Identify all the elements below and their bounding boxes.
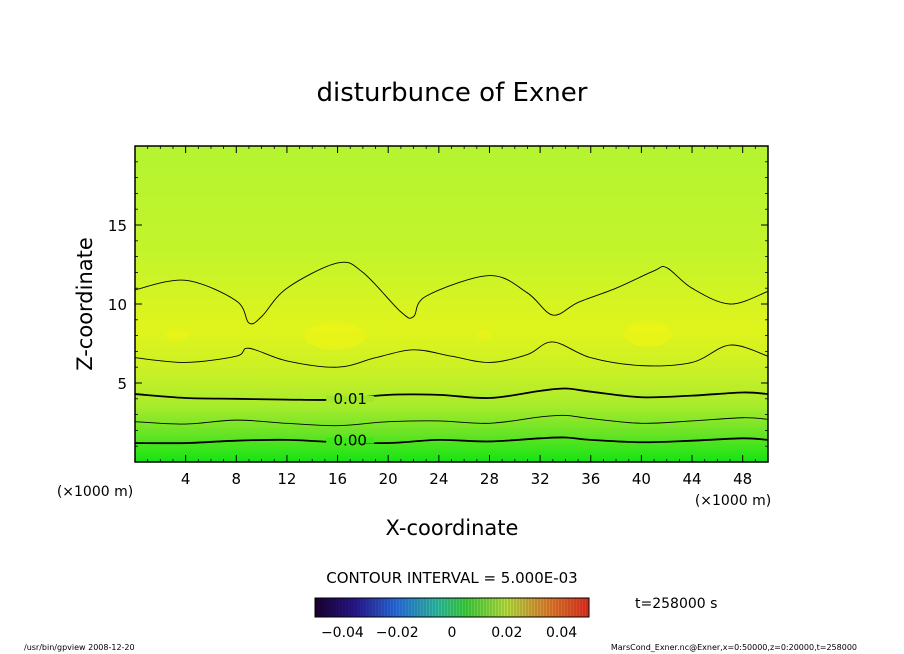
- colorbar-tick-label-3: 0: [448, 625, 457, 641]
- x-tick-label-12: 12: [277, 470, 296, 488]
- chart-title: disturbunce of Exner: [317, 78, 588, 108]
- contour-line-1: [135, 261, 768, 325]
- contour-labels: 0.01 0.00: [334, 390, 367, 450]
- colorbar-tick-label-1: −0.04: [321, 625, 364, 641]
- plot-area: 0.01 0.00: [134, 145, 769, 463]
- x-tick-label-40: 40: [632, 470, 651, 488]
- y-tick-label-10: 10: [108, 296, 127, 314]
- contour-label-1: 0.01: [334, 390, 367, 408]
- contour-interval-text: CONTOUR INTERVAL = 5.000E-03: [326, 569, 577, 587]
- x-tick-label-48: 48: [733, 470, 752, 488]
- colorbar-tick-labels: −0.04 −0.02 0 0.02 0.04: [321, 625, 577, 641]
- contour-line-5: [135, 436, 768, 445]
- x-tick-label-4: 4: [181, 470, 191, 488]
- x-axis-label: X-coordinate: [386, 516, 519, 540]
- x-tick-label-8: 8: [232, 470, 242, 488]
- x-tick-label-20: 20: [379, 470, 398, 488]
- colorbar-stripes: [316, 598, 588, 617]
- x-tick-label-16: 16: [328, 470, 347, 488]
- x-unit-right: (×1000 m): [695, 493, 771, 509]
- heatmap-highlights: [165, 321, 672, 350]
- colorbar-tick-label-4: 0.02: [491, 625, 522, 641]
- x-tick-label-44: 44: [682, 470, 701, 488]
- y-tick-label-5: 5: [117, 375, 127, 393]
- y-axis-label: Z-coordinate: [73, 237, 97, 371]
- footer-left: /usr/bin/gpview 2008-12-20: [24, 643, 135, 652]
- y-axis-ticks: 5 10 15: [108, 161, 768, 447]
- x-tick-label-24: 24: [429, 470, 448, 488]
- contour-label-2: 0.00: [334, 432, 367, 450]
- contour-line-3: [135, 387, 768, 401]
- contour-label-gap-1: [326, 395, 375, 402]
- x-tick-label-36: 36: [581, 470, 600, 488]
- time-text: t=258000 s: [635, 596, 717, 612]
- y-tick-label-15: 15: [108, 217, 127, 235]
- contour-label-gap-2: [326, 437, 375, 444]
- heatmap-fill: [135, 146, 768, 462]
- contour-line-4: [135, 414, 768, 427]
- footer-right: MarsCond_Exner.nc@Exner,x=0:50000,z=0:20…: [611, 643, 857, 652]
- x-unit-left: (×1000 m): [57, 484, 133, 500]
- contour-line-2: [135, 341, 768, 368]
- colorbar-frame: [314, 597, 590, 618]
- colorbar-tick-label-2: −0.02: [376, 625, 419, 641]
- x-axis-ticks: 4 8 12 16 20 24 28 32 36 40 44 48: [147, 146, 756, 488]
- colorbar-tick-label-5: 0.04: [546, 625, 577, 641]
- contour-lines: [135, 261, 768, 445]
- colorbar-gradient: [315, 598, 589, 617]
- colorbar: −0.04 −0.02 0 0.02 0.04: [314, 597, 590, 641]
- x-tick-label-32: 32: [531, 470, 550, 488]
- x-tick-label-28: 28: [480, 470, 499, 488]
